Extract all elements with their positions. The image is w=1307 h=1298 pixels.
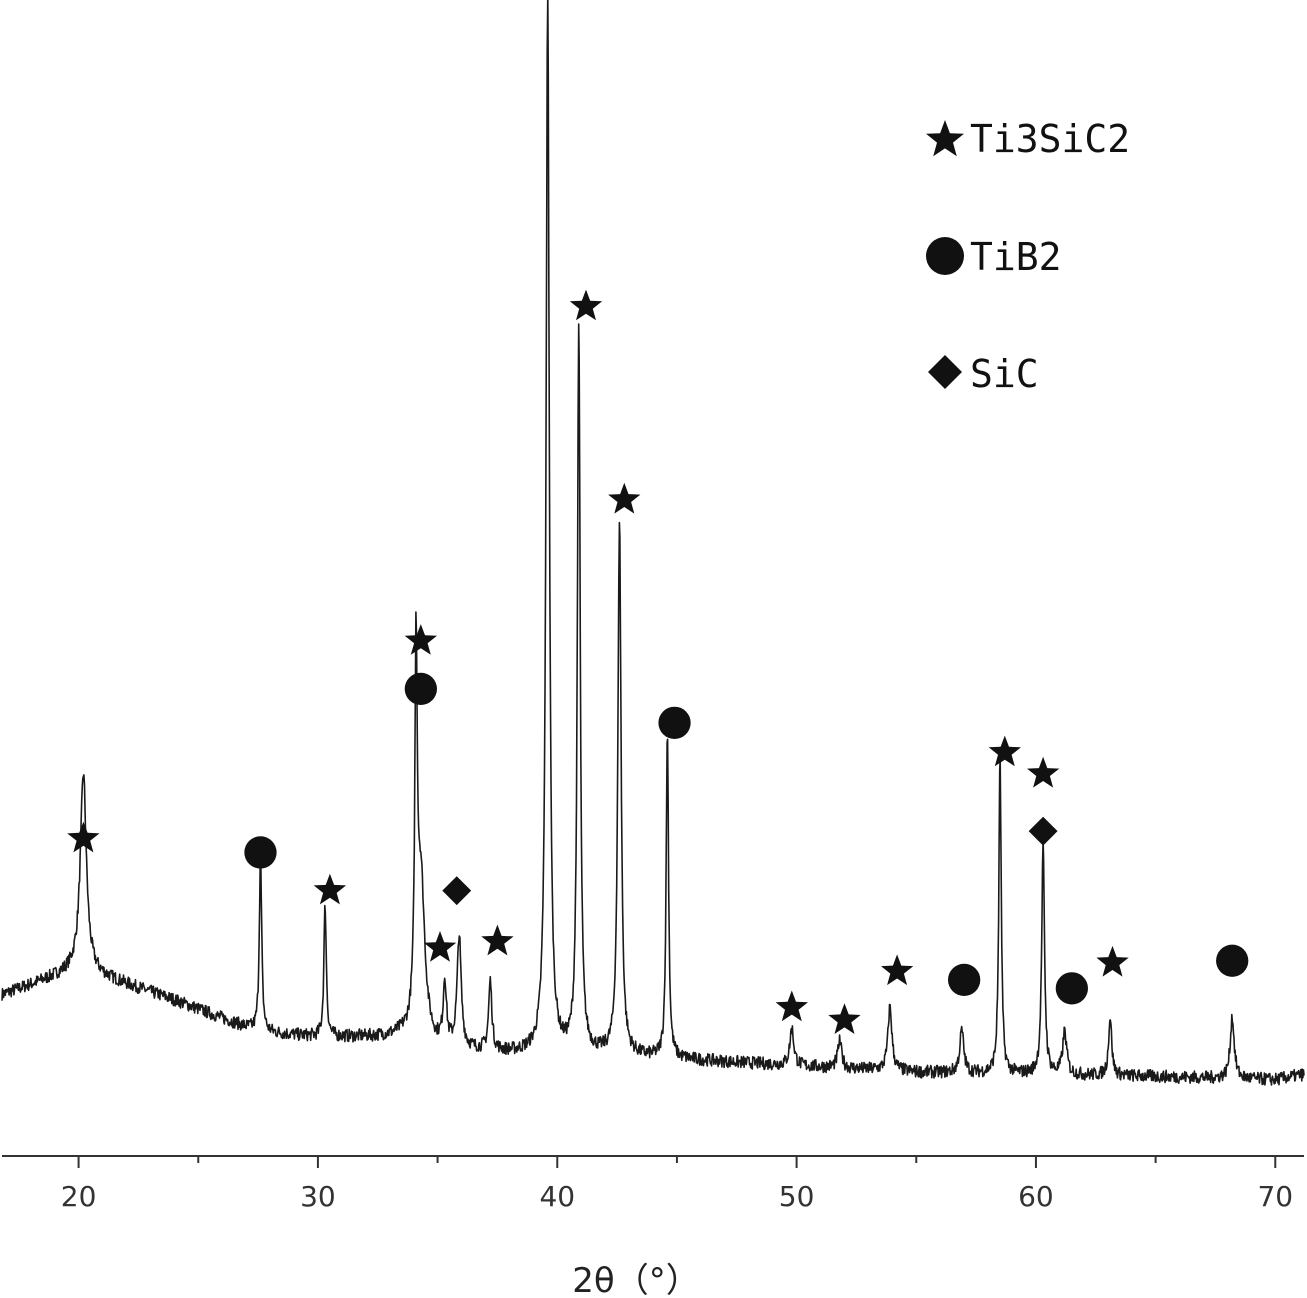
x-tick-label-20: 20: [61, 1180, 97, 1213]
legend-symbol-1-circle-icon: [926, 237, 964, 275]
peak-marker-21-circle-icon: [1216, 945, 1248, 977]
x-tick-label-70: 70: [1257, 1180, 1293, 1213]
x-tick-label-30: 30: [300, 1180, 336, 1213]
peak-marker-1-circle-icon: [244, 836, 276, 868]
peak-marker-11-circle-icon: [658, 707, 690, 739]
x-tick-label-50: 50: [779, 1180, 815, 1213]
legend-label-sic: SiC: [970, 352, 1039, 396]
legend-label-tib2: TiB2: [970, 235, 1062, 279]
peak-marker-15-circle-icon: [948, 964, 980, 996]
x-tick-label-60: 60: [1018, 1180, 1054, 1213]
legend-label-ti3sic2: Ti3SiC2: [970, 117, 1130, 161]
peak-marker-4-circle-icon: [405, 673, 437, 705]
x-axis-title: 2θ（°）: [572, 1261, 699, 1298]
x-tick-label-40: 40: [539, 1180, 575, 1213]
peak-marker-19-circle-icon: [1056, 972, 1088, 1004]
